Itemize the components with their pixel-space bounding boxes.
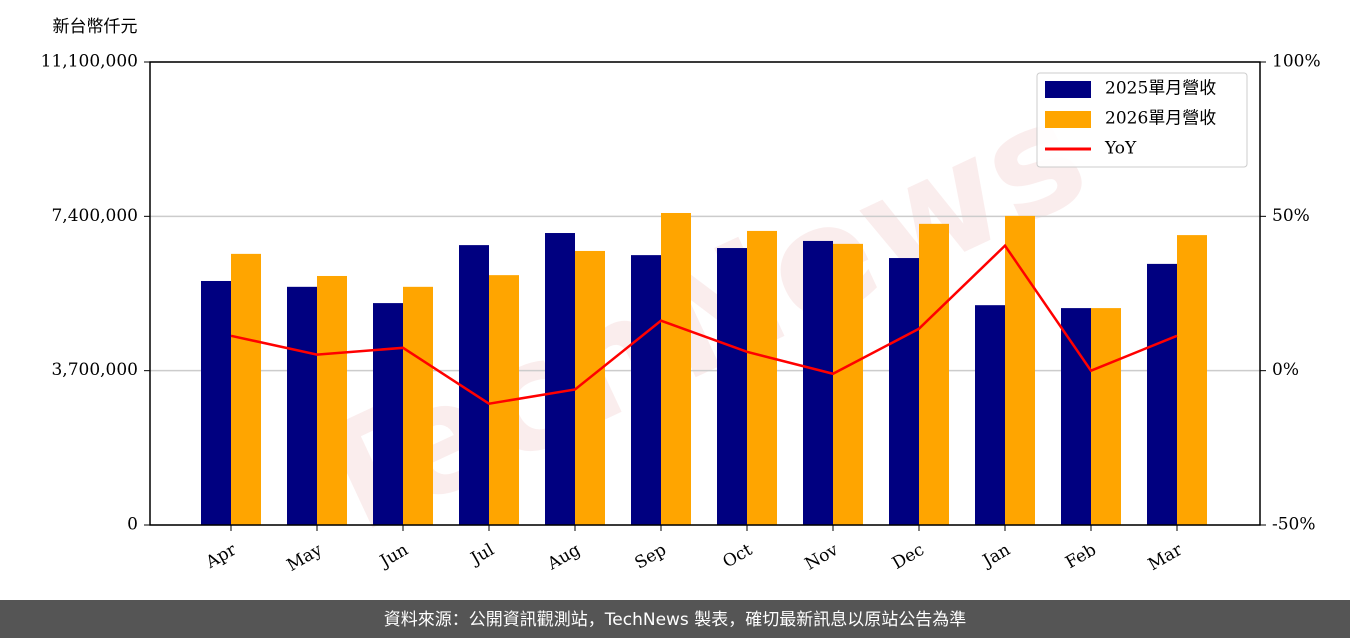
y-tick-label: 3,700,000: [51, 360, 138, 380]
bar: [287, 286, 317, 525]
y2-tick-label: 50%: [1272, 206, 1310, 226]
bar: [661, 212, 691, 525]
x-tick-label: Nov: [802, 540, 842, 575]
x-tick-label: Dec: [889, 540, 928, 574]
y2-tick-label: 0%: [1272, 360, 1299, 380]
x-tick-label: Aug: [543, 540, 584, 575]
bar: [833, 243, 863, 525]
bar: [1061, 308, 1091, 525]
bar: [803, 240, 833, 525]
bar: [1177, 235, 1207, 525]
legend-swatch: [1045, 111, 1091, 128]
bar: [975, 305, 1005, 525]
footer-source: 資料來源：公開資訊觀測站，TechNews 製表，確切最新訊息以原站公告為準: [384, 610, 966, 630]
x-tick-label: Sep: [632, 540, 670, 574]
plot-frame: [149, 61, 1261, 526]
legend-label: 2025單月營收: [1105, 79, 1216, 99]
legend-label: 2026單月營收: [1105, 109, 1216, 129]
x-tick-label: Jan: [978, 540, 1014, 572]
x-tick-label: Feb: [1062, 540, 1100, 573]
y2-tick-label: -50%: [1272, 515, 1316, 535]
bar: [317, 275, 347, 525]
bar: [717, 248, 747, 525]
bar: [459, 245, 489, 525]
x-tick-label: Apr: [202, 539, 241, 573]
x-tick-label: Jul: [466, 540, 498, 570]
bar: [575, 250, 605, 526]
bar: [201, 280, 231, 525]
bar: [373, 303, 403, 525]
y-tick-label: 7,400,000: [51, 206, 138, 226]
x-tick-label: Mar: [1145, 539, 1187, 575]
y-tick-label: 11,100,000: [41, 52, 138, 72]
y2-tick-label: 100%: [1272, 52, 1321, 72]
bar: [1147, 263, 1177, 525]
x-tick-label: May: [284, 540, 327, 576]
y-tick-label: 0: [127, 515, 138, 535]
legend-swatch: [1045, 81, 1091, 98]
legend-label: YoY: [1104, 139, 1137, 159]
bar: [747, 230, 777, 525]
bar: [919, 223, 949, 526]
footer-band: [0, 600, 1350, 638]
bar: [545, 233, 575, 526]
bar: [631, 255, 661, 525]
bar: [403, 286, 433, 525]
bar: [1091, 308, 1121, 525]
yoy-line: [230, 243, 1178, 406]
x-tick-label: Oct: [720, 540, 756, 573]
bar: [889, 258, 919, 525]
bar: [1005, 215, 1035, 526]
bar: [231, 253, 261, 525]
y-axis-label: 新台幣仟元: [53, 17, 138, 37]
